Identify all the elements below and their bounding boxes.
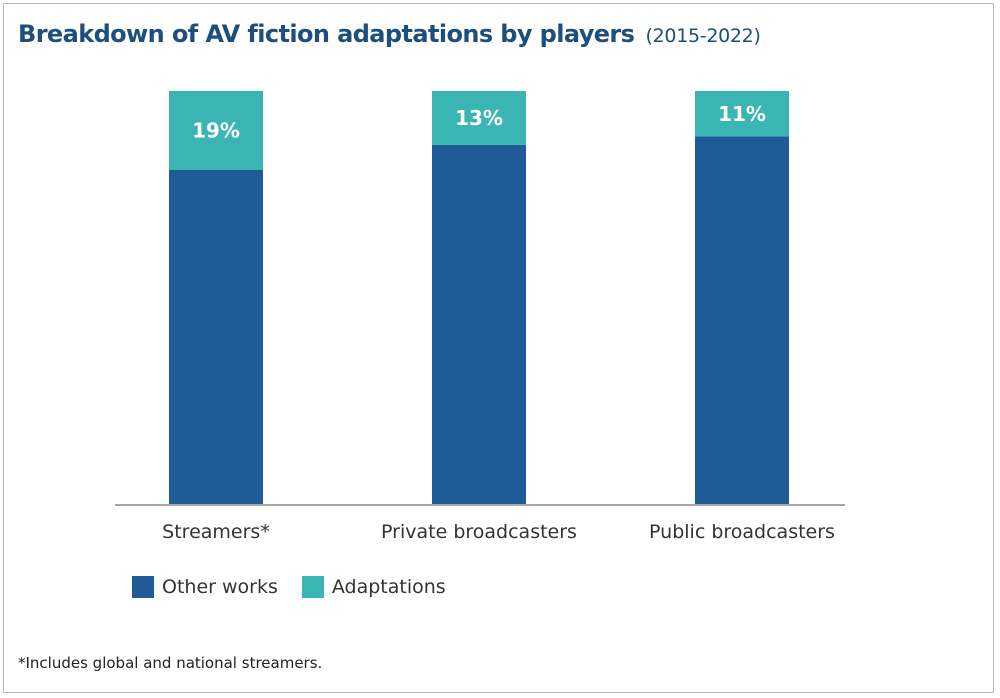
legend-label-adaptations: Adaptations (331, 576, 446, 598)
category-label-private-broadcasters: Private broadcasters (381, 521, 577, 543)
bar-chart: 19% Streamers* 13% Private broadcasters 11% P… (115, 91, 845, 543)
category-label-streamers: Streamers* (162, 521, 270, 543)
chart-title-main: Breakdown of AV fiction adaptations by p… (18, 20, 635, 48)
bar-other-works-private-broadcasters (432, 144, 526, 505)
legend-label-other-works: Other works (162, 576, 278, 598)
legend: Other works Adaptations (132, 576, 470, 598)
legend-item-adaptations: Adaptations (301, 576, 446, 598)
legend-swatch-other-works (132, 576, 154, 598)
bar-adaptations-private-broadcasters (432, 91, 526, 145)
bar-other-works-public-broadcasters (695, 136, 789, 506)
data-label-adaptations-public-broadcasters: 11% (718, 102, 766, 126)
chart-frame (3, 3, 994, 693)
bar-other-works-streamers (169, 169, 263, 505)
chart-title-period: (2015-2022) (645, 25, 761, 47)
bar-adaptations-public-broadcasters (695, 91, 789, 137)
footnote: *Includes global and national streamers. (18, 654, 323, 672)
category-label-public-broadcasters: Public broadcasters (649, 521, 835, 543)
data-label-adaptations-private-broadcasters: 13% (455, 106, 503, 130)
legend-swatch-adaptations (301, 576, 324, 598)
bar-adaptations-streamers (169, 91, 263, 170)
data-label-adaptations-streamers: 19% (192, 118, 240, 142)
chart-title: Breakdown of AV fiction adaptations by p… (18, 14, 761, 53)
legend-item-other-works: Other works (132, 576, 278, 598)
